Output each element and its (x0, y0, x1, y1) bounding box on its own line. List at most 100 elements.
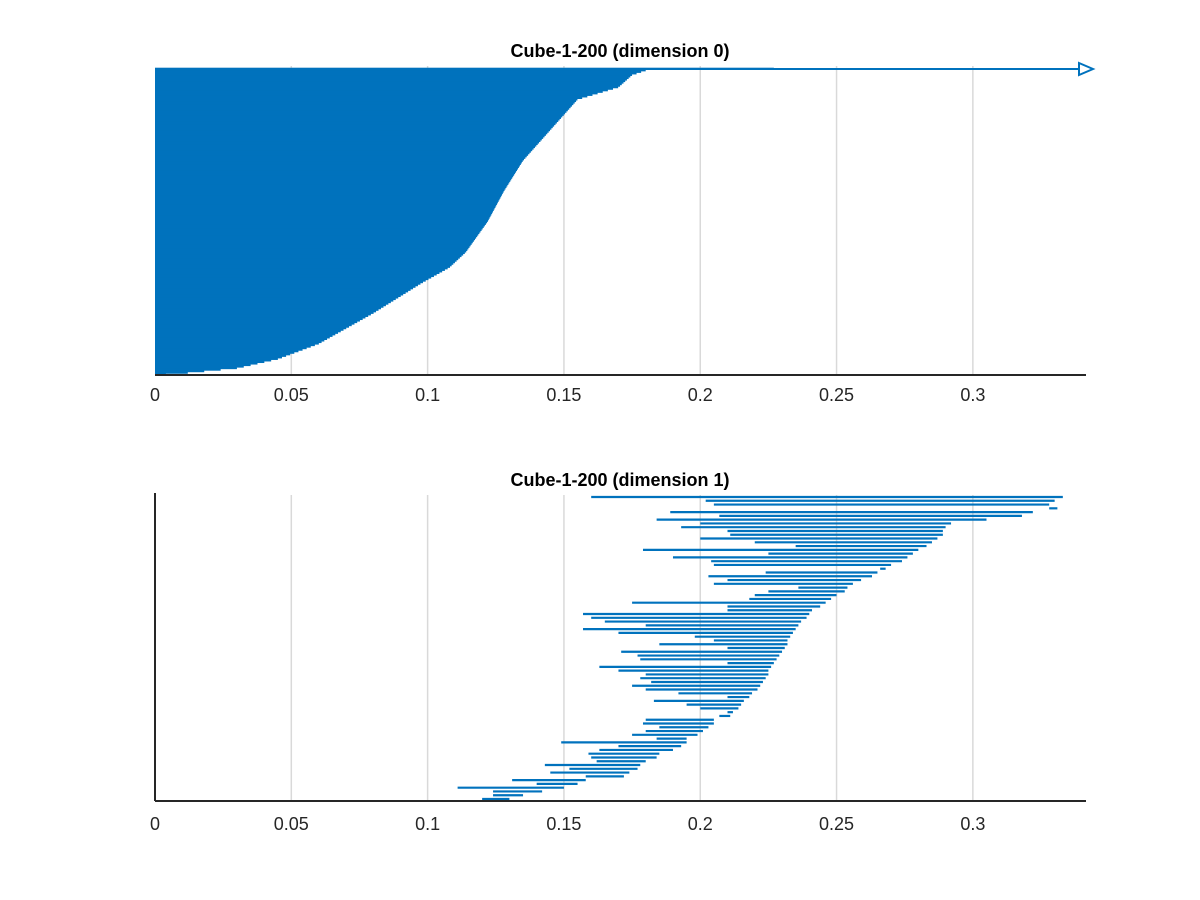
bars (457, 495, 1063, 801)
barcode-bar (155, 127, 552, 130)
x-tick-label: 0.25 (819, 385, 854, 405)
x-tick-label: 0.3 (960, 814, 985, 834)
barcode-bar (155, 245, 470, 248)
barcode-bar (155, 334, 333, 337)
barcode-bar (155, 337, 328, 340)
barcode-bar (155, 138, 542, 141)
barcode-bar (155, 265, 451, 268)
barcode-bar (155, 133, 546, 136)
barcode-bar (155, 267, 448, 270)
barcode-bar (155, 87, 614, 90)
x-tick-label: 0.2 (688, 814, 713, 834)
barcode-bar (155, 235, 478, 238)
barcode-bar (155, 297, 396, 301)
barcode-bar (155, 173, 515, 176)
barcode-bar (155, 360, 265, 364)
barcode-bar (155, 86, 619, 89)
barcode-bar (155, 181, 510, 184)
barcode-bar (155, 119, 559, 123)
barcode-bar (155, 208, 494, 212)
barcode-bar (155, 136, 544, 139)
barcode-bar (155, 155, 527, 158)
barcode-bar (155, 81, 624, 84)
barcode-bar (155, 109, 568, 112)
barcode-bar (155, 331, 339, 334)
barcode-bar (155, 333, 336, 336)
barcode-bar (155, 248, 468, 251)
barcode-bar (155, 367, 237, 370)
barcode-bar (155, 158, 524, 161)
chart-title: Cube-1-200 (dimension 1) (510, 470, 729, 490)
barcode-bar (155, 256, 460, 259)
barcode-bar (155, 319, 360, 322)
barcode-bar (155, 204, 497, 207)
bars (155, 61, 1096, 376)
barcode-bar (155, 351, 295, 354)
barcode-bar (155, 96, 583, 99)
barcode-bar (155, 199, 499, 202)
barcode-bar (155, 218, 489, 221)
barcode-bar (155, 228, 482, 232)
barcode-bar (155, 113, 564, 116)
barcode-bar (155, 176, 513, 179)
barcode-bar (155, 307, 381, 310)
barcode-bar (155, 359, 272, 362)
barcode-bar (155, 293, 404, 296)
barcode-bar (155, 357, 278, 360)
barcode-bar (155, 259, 457, 262)
barcode-bar (155, 129, 551, 132)
barcode-bar (155, 196, 501, 199)
barcode-bar (155, 76, 629, 80)
x-tick-label: 0.05 (274, 385, 309, 405)
barcode-bar (155, 304, 386, 307)
barcode-bar (155, 215, 491, 218)
barcode-bar (155, 73, 633, 76)
barcode-bar (155, 161, 522, 164)
barcode-bar (155, 124, 555, 127)
barcode-bar (155, 219, 489, 222)
barcode-bar (155, 205, 496, 208)
barcode-bar (155, 290, 409, 293)
barcode-bar (155, 93, 593, 96)
barcode-bar (155, 167, 518, 170)
barcode-bar (155, 330, 341, 333)
barcode-bar (155, 84, 621, 87)
barcode-bar (155, 98, 578, 101)
barcode-bar (155, 254, 462, 258)
barcode-bar (155, 107, 570, 110)
barcode-bar (155, 144, 537, 147)
barcode-bar (155, 262, 454, 265)
barcode-bar (155, 75, 631, 78)
x-tick-label: 0.2 (688, 385, 713, 405)
barcode-bar (155, 90, 603, 93)
barcode-bar (155, 178, 512, 181)
barcode-bar (155, 121, 557, 124)
barcode-bar (155, 224, 485, 227)
barcode-bar (155, 236, 477, 239)
barcode-bar (155, 193, 502, 196)
x-tick-label: 0 (150, 814, 160, 834)
barcode-bar (155, 347, 307, 350)
barcode-bar (155, 122, 556, 126)
barcode-bar (155, 370, 205, 373)
barcode-bar (155, 172, 516, 175)
barcode-bar (155, 195, 502, 198)
barcode-bar (155, 162, 521, 166)
barcode-bar (155, 251, 465, 255)
barcode-bar (155, 314, 369, 317)
x-axis: 0 0.05 0.1 0.15 0.2 0.25 0.3 (150, 493, 1086, 834)
barcode-bar (155, 175, 514, 178)
barcode-bar (155, 247, 469, 250)
barcode-bar (155, 126, 553, 129)
barcode-bar (155, 305, 384, 308)
barcode-bar (155, 142, 538, 146)
barcode-bar (155, 67, 774, 70)
grid-lines (290, 495, 974, 801)
barcode-bar (155, 325, 349, 328)
barcode-bar (155, 238, 475, 241)
barcode-bar (155, 164, 520, 167)
barcode-bar (155, 296, 399, 299)
barcode-bar (155, 213, 492, 216)
barcode-bar (155, 311, 374, 314)
barcode-bar (155, 72, 637, 75)
